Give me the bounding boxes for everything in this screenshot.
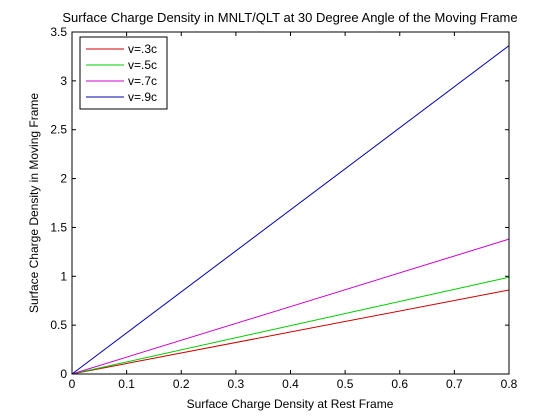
x-axis-label: Surface Charge Density at Rest Frame xyxy=(187,397,394,411)
series-line-2 xyxy=(71,276,510,375)
x-tick-label: 0.5 xyxy=(337,377,354,391)
y-tick-label: 0.5 xyxy=(50,318,67,332)
y-axis-label: Surface Charge Density in Moving Frame xyxy=(27,93,41,313)
x-tick-label: 0 xyxy=(69,377,76,391)
chart-title: Surface Charge Density in MNLT/QLT at 30… xyxy=(62,10,517,25)
y-tick-label: 2.5 xyxy=(50,123,67,137)
series-line-1 xyxy=(71,289,510,375)
y-tick-label: 1 xyxy=(60,269,67,283)
series-line-4 xyxy=(71,45,510,375)
x-tick-label: 0.4 xyxy=(282,377,299,391)
series-line-3 xyxy=(71,238,510,375)
y-tick-label: 3.5 xyxy=(50,25,67,39)
x-tick-label: 0.1 xyxy=(118,377,135,391)
legend-label-2: v=.5c xyxy=(128,58,157,72)
y-tick-label: 1.5 xyxy=(50,220,67,234)
x-tick-label: 0.7 xyxy=(446,377,463,391)
x-tick-label: 0.2 xyxy=(173,377,190,391)
x-tick-label: 0.3 xyxy=(228,377,245,391)
y-tick-label: 2 xyxy=(60,172,67,186)
legend-label-1: v=.3c xyxy=(128,42,157,56)
x-tick-label: 0.8 xyxy=(501,377,518,391)
y-tick-label: 0 xyxy=(60,367,67,381)
legend-label-4: v=.9c xyxy=(128,90,157,104)
legend-label-3: v=.7c xyxy=(128,74,157,88)
series-layer xyxy=(71,45,510,375)
x-tick-label: 0.6 xyxy=(391,377,408,391)
legend: v=.3c v=.5c v=.7c v=.9c xyxy=(79,36,168,110)
ticks-layer: 0 0.1 0.2 0.3 0.4 0.5 0.6 0.7 0.8 0 0.5 1 1.5 2 2.5 3 3.… xyxy=(50,25,517,391)
y-tick-label: 3 xyxy=(60,74,67,88)
